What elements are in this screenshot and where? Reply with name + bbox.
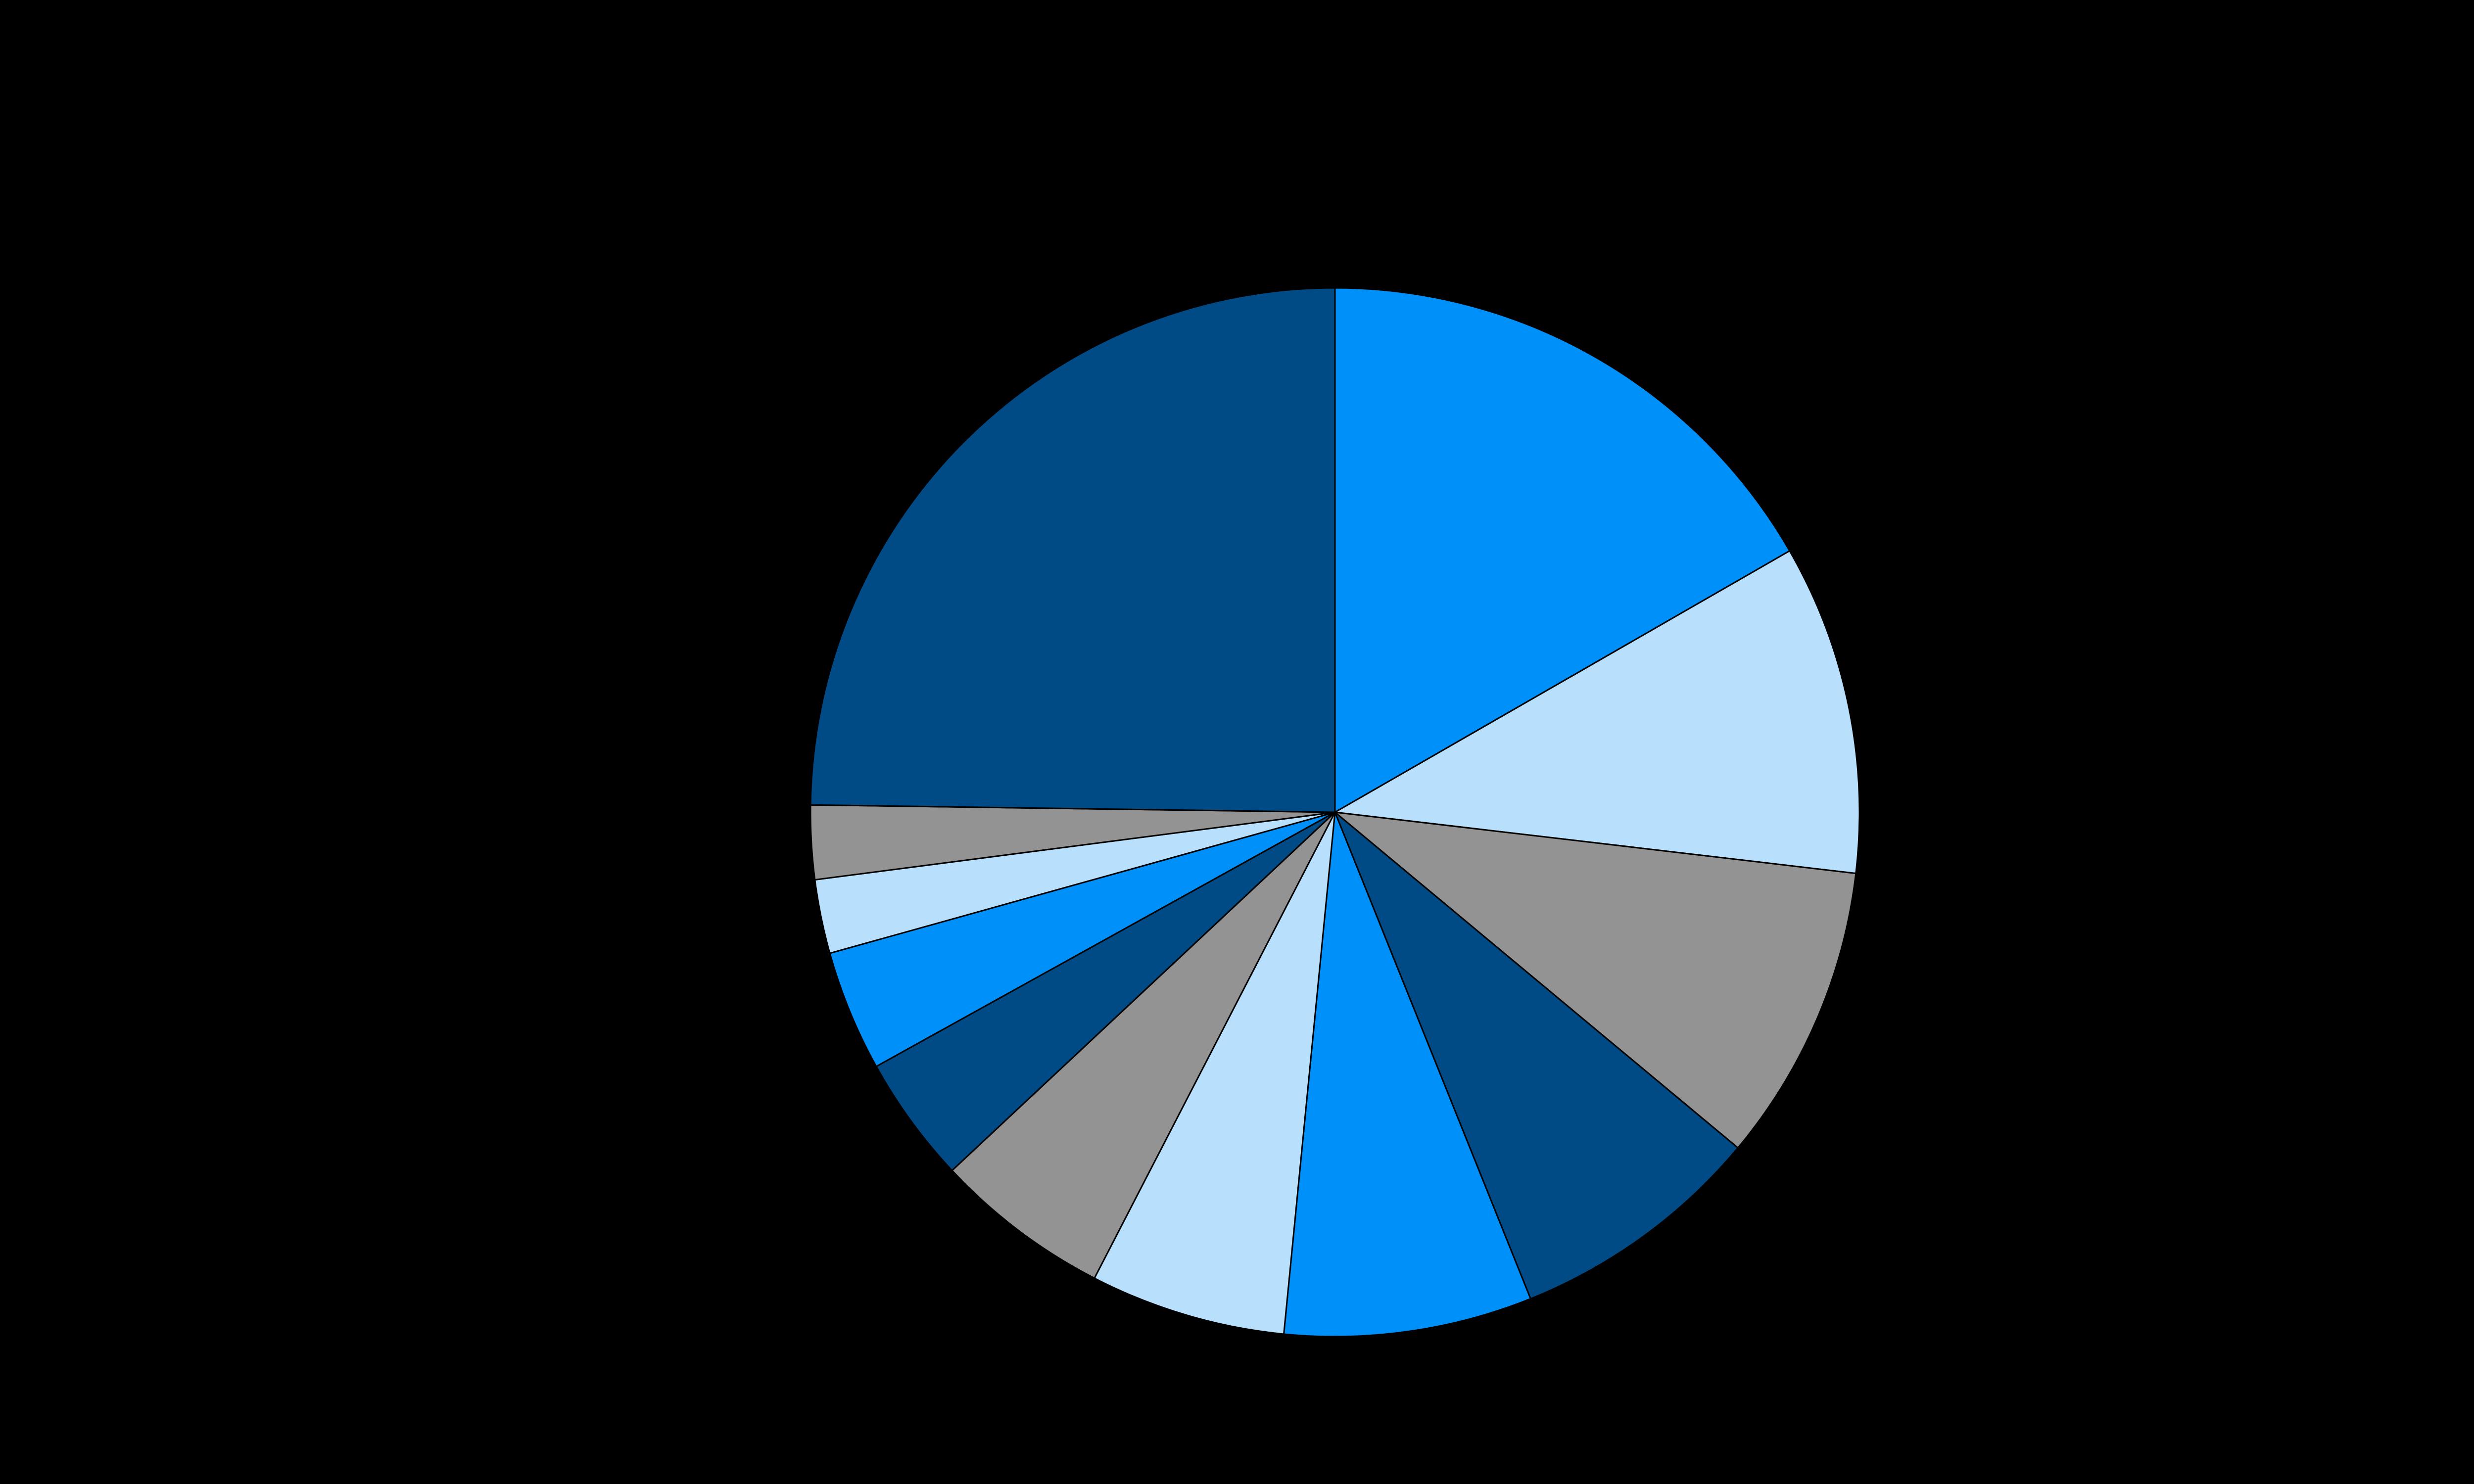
pie-slice[interactable]: [809, 287, 1336, 813]
pie-slice[interactable]: [1094, 811, 1336, 1335]
pie-slice[interactable]: [875, 811, 1336, 1171]
pie-slice[interactable]: [829, 811, 1336, 1067]
pie-slice[interactable]: [1283, 811, 1531, 1338]
pie-slice[interactable]: [1334, 550, 1860, 875]
pie-slice[interactable]: [951, 811, 1336, 1279]
pie-slice[interactable]: [1334, 811, 1739, 1300]
pie-slice-group: [809, 287, 1860, 1338]
pie-slice[interactable]: [1334, 287, 1791, 813]
pie-slice[interactable]: [1334, 811, 1857, 1149]
